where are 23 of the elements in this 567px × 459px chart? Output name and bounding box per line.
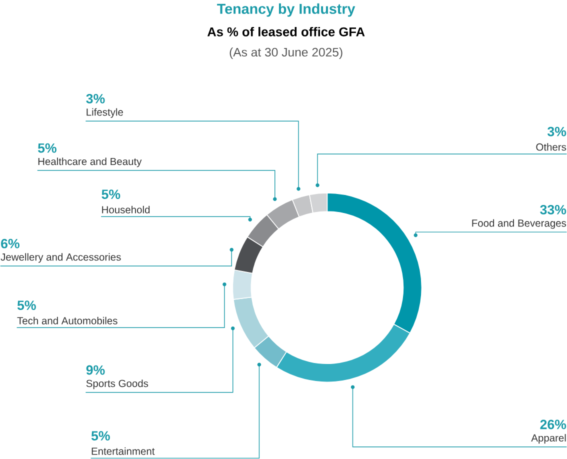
slice-label: Household [102,206,150,214]
data-label: 33% [540,205,566,215]
slice-label: Tech and Automobiles [17,317,118,325]
data-label: 5% [17,300,36,310]
data-label: 5% [38,144,56,153]
data-label: 5% [91,431,110,441]
slice-label: Lifestyle [86,108,123,118]
data-label: 6% [1,239,20,249]
data-label: 5% [102,190,120,200]
text: (As at 30 June 2025) [230,48,342,60]
data-label: 3% [548,127,566,137]
data-label: 3% [86,94,105,104]
slice-label: Sports Goods [86,380,148,390]
slice-label: Jewellery and Accessories [0,253,121,263]
slice-label: Entertainment [92,448,155,456]
chart-subtitle: As % of leased office GFA [207,27,365,37]
slice-label: Others [536,143,566,151]
chart-title: Tenancy by Industry [217,4,356,17]
slice-label: Apparel [531,434,566,444]
slice-label: Healthcare and Beauty [38,158,142,168]
data-label: 9% [86,366,105,375]
slice-label: Food and Beverages [472,219,566,230]
data-label: 26% [540,420,566,430]
